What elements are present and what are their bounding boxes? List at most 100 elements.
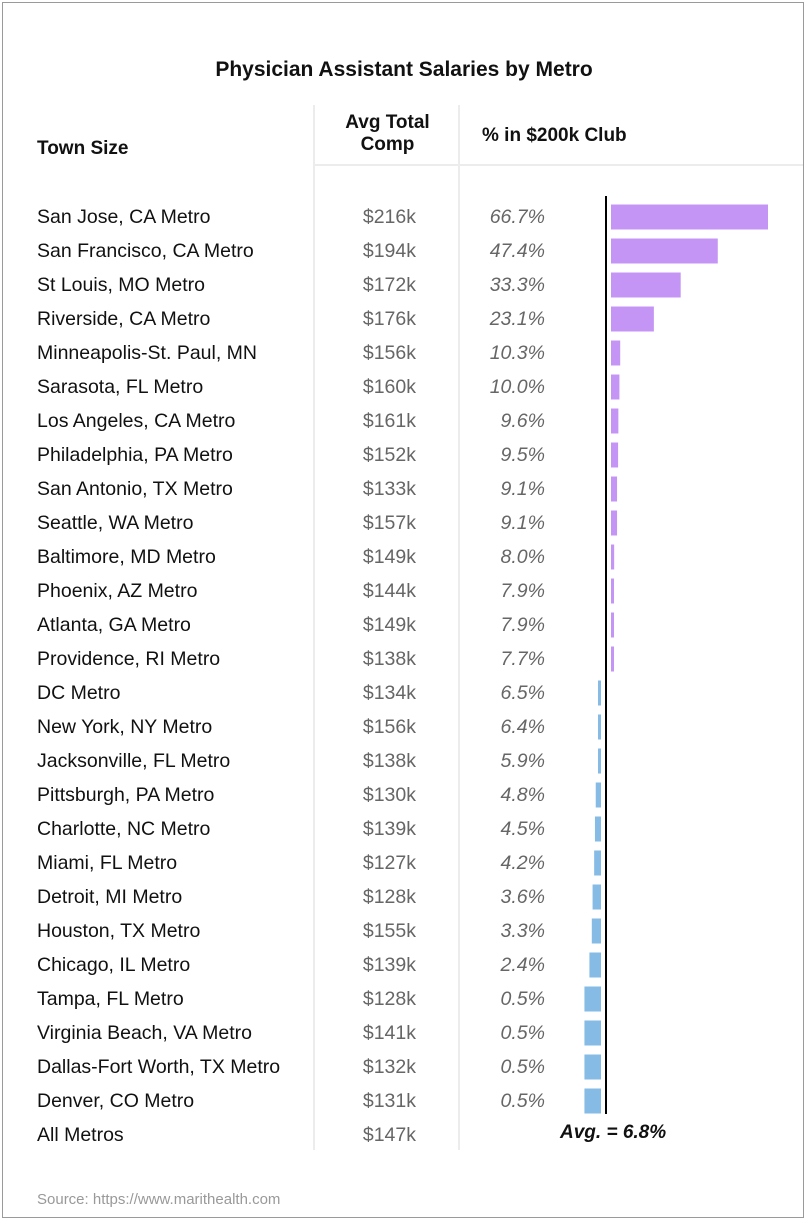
pct-bar	[611, 578, 614, 604]
table-row: Denver, CO Metro $131k 0.5%	[0, 1084, 808, 1118]
column-divider	[313, 105, 315, 1150]
pct-value: 9.1%	[500, 478, 545, 500]
pct-bar	[584, 1054, 601, 1080]
pct-value: 8.0%	[500, 546, 545, 568]
town-name: St Louis, MO Metro	[37, 274, 205, 296]
average-label: Avg. = 6.8%	[560, 1122, 667, 1143]
pct-value: 0.5%	[500, 1022, 545, 1044]
avg-comp-value: $141k	[362, 1022, 416, 1044]
pct-bar	[611, 646, 614, 672]
town-name: San Antonio, TX Metro	[37, 478, 233, 500]
pct-value: 3.3%	[500, 920, 545, 942]
avg-comp-value: $152k	[362, 444, 416, 466]
town-name: Sarasota, FL Metro	[37, 376, 204, 398]
table-row: Charlotte, NC Metro $139k 4.5%	[0, 812, 808, 846]
header-avg-total-comp-line-1: Avg Total	[345, 112, 430, 133]
table-row: San Antonio, TX Metro $133k 9.1%	[0, 472, 808, 506]
table-row: Detroit, MI Metro $128k 3.6%	[0, 880, 808, 914]
pct-value: 10.3%	[489, 342, 545, 364]
pct-bar	[611, 408, 619, 434]
avg-comp-value: $156k	[362, 716, 416, 738]
town-name: Denver, CO Metro	[37, 1090, 195, 1112]
pct-value: 3.6%	[500, 886, 545, 908]
column-divider	[458, 105, 460, 1150]
pct-bar	[594, 850, 601, 876]
pct-value: 66.7%	[489, 206, 545, 228]
avg-comp-value: $127k	[362, 852, 416, 874]
avg-comp-value: $149k	[362, 546, 416, 568]
pct-bar	[584, 1088, 601, 1114]
avg-comp-value: $128k	[362, 988, 416, 1010]
town-name: Los Angeles, CA Metro	[37, 410, 236, 432]
table-row: Minneapolis-St. Paul, MN $156k 10.3%	[0, 336, 808, 370]
header-avg-total-comp-line-2: Comp	[360, 134, 415, 155]
pct-bar	[589, 952, 601, 978]
town-name: DC Metro	[37, 682, 121, 704]
avg-comp-value: $134k	[362, 682, 416, 704]
pct-bar	[598, 680, 601, 706]
avg-comp-value: $161k	[362, 410, 416, 432]
pct-value: 6.4%	[500, 716, 545, 738]
table-row: Tampa, FL Metro $128k 0.5%	[0, 982, 808, 1016]
avg-comp-value: $133k	[362, 478, 416, 500]
pct-value: 33.3%	[489, 274, 545, 296]
header-pct-200k-club: % in $200k Club	[482, 125, 627, 146]
town-name: Minneapolis-St. Paul, MN	[37, 342, 258, 364]
pct-value: 9.6%	[500, 410, 545, 432]
pct-value: 10.0%	[489, 376, 545, 398]
avg-comp-value: $176k	[362, 308, 416, 330]
pct-value: 2.4%	[500, 954, 545, 976]
table-row: Riverside, CA Metro $176k 23.1%	[0, 302, 808, 336]
table-row: DC Metro $134k 6.5%	[0, 676, 808, 710]
town-name: New York, NY Metro	[37, 716, 213, 738]
town-name: Houston, TX Metro	[37, 920, 201, 942]
table-row: Philadelphia, PA Metro $152k 9.5%	[0, 438, 808, 472]
pct-value: 7.9%	[500, 614, 545, 636]
pct-value: 7.9%	[500, 580, 545, 602]
pct-bar	[611, 238, 718, 264]
total-label: All Metros	[37, 1124, 124, 1146]
table-row: Chicago, IL Metro $139k 2.4%	[0, 948, 808, 982]
town-name: Dallas-Fort Worth, TX Metro	[37, 1056, 281, 1078]
header-town-size: Town Size	[37, 138, 129, 159]
pct-bar	[584, 986, 601, 1012]
town-name: San Francisco, CA Metro	[37, 240, 254, 262]
table-row: San Francisco, CA Metro $194k 47.4%	[0, 234, 808, 268]
avg-comp-value: $149k	[362, 614, 416, 636]
avg-comp-value: $216k	[362, 206, 416, 228]
town-name: San Jose, CA Metro	[37, 206, 211, 228]
pct-value: 4.5%	[500, 818, 545, 840]
pct-value: 0.5%	[500, 1056, 545, 1078]
avg-comp-value: $155k	[362, 920, 416, 942]
pct-bar	[591, 918, 601, 944]
town-name: Phoenix, AZ Metro	[37, 580, 198, 602]
table-row: Los Angeles, CA Metro $161k 9.6%	[0, 404, 808, 438]
header-divider	[458, 164, 803, 166]
pct-bar	[611, 272, 681, 298]
avg-comp-value: $130k	[362, 784, 416, 806]
pct-bar	[598, 748, 601, 774]
avg-comp-value: $194k	[362, 240, 416, 262]
table-row: Jacksonville, FL Metro $138k 5.9%	[0, 744, 808, 778]
avg-comp-value: $132k	[362, 1056, 416, 1078]
avg-comp-value: $156k	[362, 342, 416, 364]
table-row: Providence, RI Metro $138k 7.7%	[0, 642, 808, 676]
total-avg-comp: $147k	[362, 1124, 416, 1146]
town-name: Virginia Beach, VA Metro	[37, 1022, 252, 1044]
pct-bar	[598, 714, 601, 740]
pct-bar	[611, 612, 614, 638]
table-row: Miami, FL Metro $127k 4.2%	[0, 846, 808, 880]
pct-value: 5.9%	[500, 750, 545, 772]
pct-bar	[611, 340, 621, 366]
chart-title: Physician Assistant Salaries by Metro	[215, 58, 593, 81]
avg-comp-value: $139k	[362, 954, 416, 976]
total-row: All Metros $147k	[0, 1118, 808, 1152]
avg-comp-value: $172k	[362, 274, 416, 296]
pct-bar	[611, 510, 618, 536]
pct-bar	[611, 204, 768, 230]
pct-value: 4.8%	[500, 784, 545, 806]
avg-comp-value: $131k	[362, 1090, 416, 1112]
pct-bar	[594, 816, 601, 842]
town-name: Philadelphia, PA Metro	[37, 444, 233, 466]
